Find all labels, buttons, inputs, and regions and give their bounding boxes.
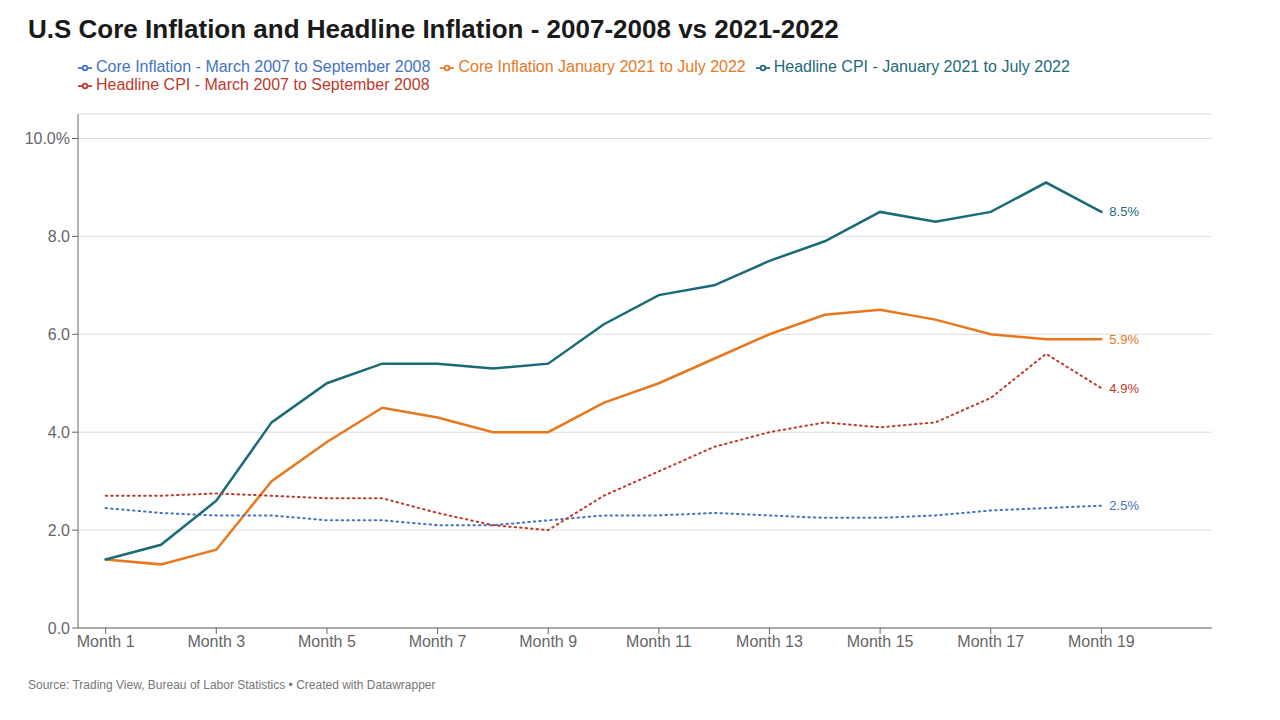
html-text:Source: Trading View, Bureau o: Source: Trading View, Bureau of Labor St… bbox=[28, 678, 436, 692]
svg-text:Month 9: Month 9 bbox=[519, 633, 577, 650]
svg-text:2.5%: 2.5% bbox=[1109, 498, 1139, 513]
svg-text:Month 11: Month 11 bbox=[626, 633, 692, 650]
svg-text:Month 17: Month 17 bbox=[957, 633, 1024, 650]
svg-text:4.0: 4.0 bbox=[48, 424, 70, 441]
svg-text:Month 15: Month 15 bbox=[847, 633, 914, 650]
html-text:Headline CPI - March 2007 to S: Headline CPI - March 2007 to September 2… bbox=[96, 76, 430, 93]
svg-text:4.9%: 4.9% bbox=[1109, 381, 1139, 396]
svg-text:5.9%: 5.9% bbox=[1109, 332, 1139, 347]
html-text:Core Inflation January 2021 to: Core Inflation January 2021 to July 2022 bbox=[458, 58, 746, 75]
svg-text:8.0: 8.0 bbox=[48, 228, 70, 245]
svg-text:0.0: 0.0 bbox=[48, 620, 70, 637]
html-text:Core Inflation - March 2007 to: Core Inflation - March 2007 to September… bbox=[96, 58, 431, 75]
svg-text:Month 7: Month 7 bbox=[409, 633, 467, 650]
html-text:Headline CPI - January 2021 to: Headline CPI - January 2021 to July 2022 bbox=[773, 58, 1070, 75]
svg-text:2.0: 2.0 bbox=[48, 522, 70, 539]
svg-text:6.0: 6.0 bbox=[48, 326, 70, 343]
svg-text:10.0%: 10.0% bbox=[25, 130, 70, 147]
svg-text:Month 5: Month 5 bbox=[298, 633, 356, 650]
html-text:U.S Core Inflation and Headlin: U.S Core Inflation and Headline Inflatio… bbox=[28, 14, 839, 44]
svg-text:Month 13: Month 13 bbox=[736, 633, 803, 650]
svg-text:8.5%: 8.5% bbox=[1109, 204, 1139, 219]
svg-text:Month 19: Month 19 bbox=[1068, 633, 1135, 650]
svg-text:Month 3: Month 3 bbox=[187, 633, 245, 650]
svg-text:Month 1: Month 1 bbox=[77, 633, 135, 650]
